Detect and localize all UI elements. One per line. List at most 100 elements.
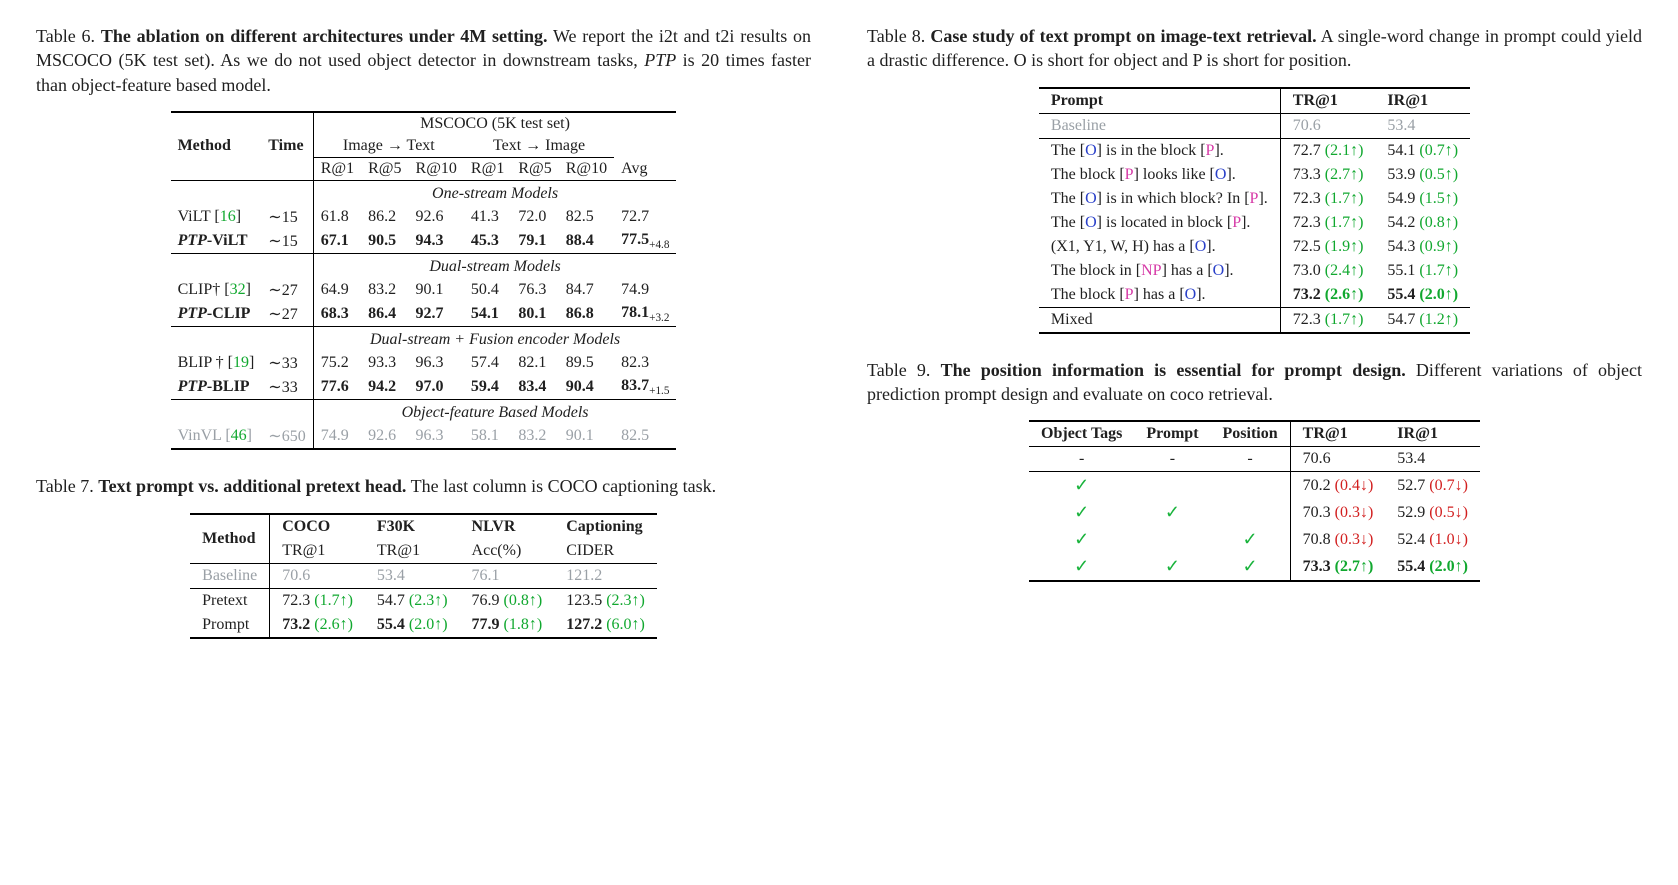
t9-mark: ✓: [1029, 499, 1134, 526]
t6-val: 57.4: [464, 351, 511, 375]
t6-avg: 72.7: [614, 205, 676, 229]
t6-val: 92.6: [361, 424, 408, 449]
t6-val: 94.3: [409, 229, 464, 254]
t7-row-val: 123.5 (2.3↑): [554, 588, 657, 613]
table9-caption-lead: Table 9.: [867, 360, 930, 380]
t8-ir: 54.9 (1.5↑): [1375, 187, 1470, 211]
t6-val: 58.1: [464, 424, 511, 449]
t8-prompt: The block [P] has a [O].: [1039, 283, 1280, 308]
t8-col-prompt: Prompt: [1039, 88, 1280, 114]
t6-subcol: R@5: [361, 157, 408, 180]
t9-baseline-mark: -: [1211, 447, 1291, 472]
t7-row-val: 127.2 (6.0↑): [554, 613, 657, 638]
t9-mark: [1211, 499, 1291, 526]
t6-val: 75.2: [313, 351, 361, 375]
t9-ir: 52.4 (1.0↓): [1385, 526, 1480, 553]
t9-ir: 52.7 (0.7↓): [1385, 472, 1480, 500]
t6-val: 79.1: [511, 229, 558, 254]
t6-time: ∼27: [261, 302, 313, 327]
t7-col-top: COCO: [270, 514, 365, 539]
t6-val: 92.6: [409, 205, 464, 229]
t9-col: TR@1: [1290, 421, 1385, 447]
t6-val: 97.0: [409, 375, 464, 400]
t7-col-top: F30K: [365, 514, 460, 539]
t6-method: VinVL [46]: [171, 424, 262, 449]
table8-caption: Table 8. Case study of text prompt on im…: [867, 24, 1642, 73]
t6-val: 96.3: [409, 351, 464, 375]
table7-caption-lead: Table 7.: [36, 476, 94, 496]
table6-caption: Table 6. The ablation on different archi…: [36, 24, 811, 97]
t9-ir: 52.9 (0.5↓): [1385, 499, 1480, 526]
t8-ir: 55.4 (2.0↑): [1375, 283, 1470, 308]
t7-col-sub: CIDER: [554, 539, 657, 564]
table7: MethodCOCOF30KNLVRCaptioningTR@1TR@1Acc(…: [36, 513, 811, 639]
t9-tr: 73.3 (2.7↑): [1290, 553, 1385, 581]
t9-mark: ✓: [1134, 499, 1210, 526]
t9-col: Object Tags: [1029, 421, 1134, 447]
t6-val: 90.1: [409, 278, 464, 302]
t8-col-tr: TR@1: [1280, 88, 1375, 114]
t6-method: BLIP † [19]: [171, 351, 262, 375]
t9-baseline-mark: -: [1134, 447, 1210, 472]
table7-caption: Table 7. Text prompt vs. additional pret…: [36, 474, 811, 498]
t6-method: PTP-BLIP: [171, 375, 262, 400]
t6-val: 86.4: [361, 302, 408, 327]
t6-avg: 82.3: [614, 351, 676, 375]
t7-baseline-label: Baseline: [190, 563, 270, 588]
t6-subcol: R@1: [313, 157, 361, 180]
t6-val: 93.3: [361, 351, 408, 375]
t6-avg: 77.5+4.8: [614, 229, 676, 254]
t6-val: 92.7: [409, 302, 464, 327]
t6-t2i-header: Text → Image: [464, 135, 614, 158]
table6-caption-bold: The ablation on different architectures …: [101, 26, 548, 46]
t6-val: 77.6: [313, 375, 361, 400]
t6-time: ∼33: [261, 375, 313, 400]
t6-time: ∼33: [261, 351, 313, 375]
table6-caption-lead: Table 6.: [36, 26, 95, 46]
t6-val: 83.4: [511, 375, 558, 400]
t8-ir: 54.1 (0.7↑): [1375, 138, 1470, 163]
t9-tr: 70.2 (0.4↓): [1290, 472, 1385, 500]
t8-prompt: The block [P] looks like [O].: [1039, 163, 1280, 187]
t8-tr: 72.7 (2.1↑): [1280, 138, 1375, 163]
t7-row-val: 72.3 (1.7↑): [270, 588, 365, 613]
t9-mark: ✓: [1211, 553, 1291, 581]
t6-val: 41.3: [464, 205, 511, 229]
t6-val: 82.5: [559, 205, 614, 229]
t7-baseline-val: 76.1: [460, 563, 555, 588]
table8-caption-lead: Table 8.: [867, 26, 925, 46]
t9-tr: 70.8 (0.3↓): [1290, 526, 1385, 553]
t9-mark: ✓: [1134, 553, 1210, 581]
t8-prompt: The [O] is in which block? In [P].: [1039, 187, 1280, 211]
t9-ir: 55.4 (2.0↑): [1385, 553, 1480, 581]
t8-mixed-ir: 54.7 (1.2↑): [1375, 307, 1470, 333]
t6-col-method: Method: [171, 112, 262, 181]
t6-col-time: Time: [261, 112, 313, 181]
t6-subcol: R@5: [511, 157, 558, 180]
t6-val: 83.2: [361, 278, 408, 302]
t7-col-sub: TR@1: [365, 539, 460, 564]
t6-val: 89.5: [559, 351, 614, 375]
t7-col-top: NLVR: [460, 514, 555, 539]
t6-val: 67.1: [313, 229, 361, 254]
t6-method: CLIP† [32]: [171, 278, 262, 302]
table8-caption-bold: Case study of text prompt on image-text …: [930, 26, 1316, 46]
t6-val: 68.3: [313, 302, 361, 327]
t6-val: 82.1: [511, 351, 558, 375]
t7-row-val: 76.9 (0.8↑): [460, 588, 555, 613]
t9-baseline-ir: 53.4: [1385, 447, 1480, 472]
t8-ir: 54.3 (0.9↑): [1375, 235, 1470, 259]
t6-val: 84.7: [559, 278, 614, 302]
t7-row-label: Pretext: [190, 588, 270, 613]
t8-prompt: The [O] is located in block [P].: [1039, 211, 1280, 235]
t6-section-title: Dual-stream Models: [313, 254, 676, 279]
t6-val: 50.4: [464, 278, 511, 302]
t8-tr: 72.5 (1.9↑): [1280, 235, 1375, 259]
t6-val: 90.5: [361, 229, 408, 254]
t9-mark: ✓: [1029, 472, 1134, 500]
t8-tr: 72.3 (1.7↑): [1280, 187, 1375, 211]
t8-tr: 73.3 (2.7↑): [1280, 163, 1375, 187]
t6-val: 64.9: [313, 278, 361, 302]
t7-row-val: 55.4 (2.0↑): [365, 613, 460, 638]
t9-baseline-tr: 70.6: [1290, 447, 1385, 472]
